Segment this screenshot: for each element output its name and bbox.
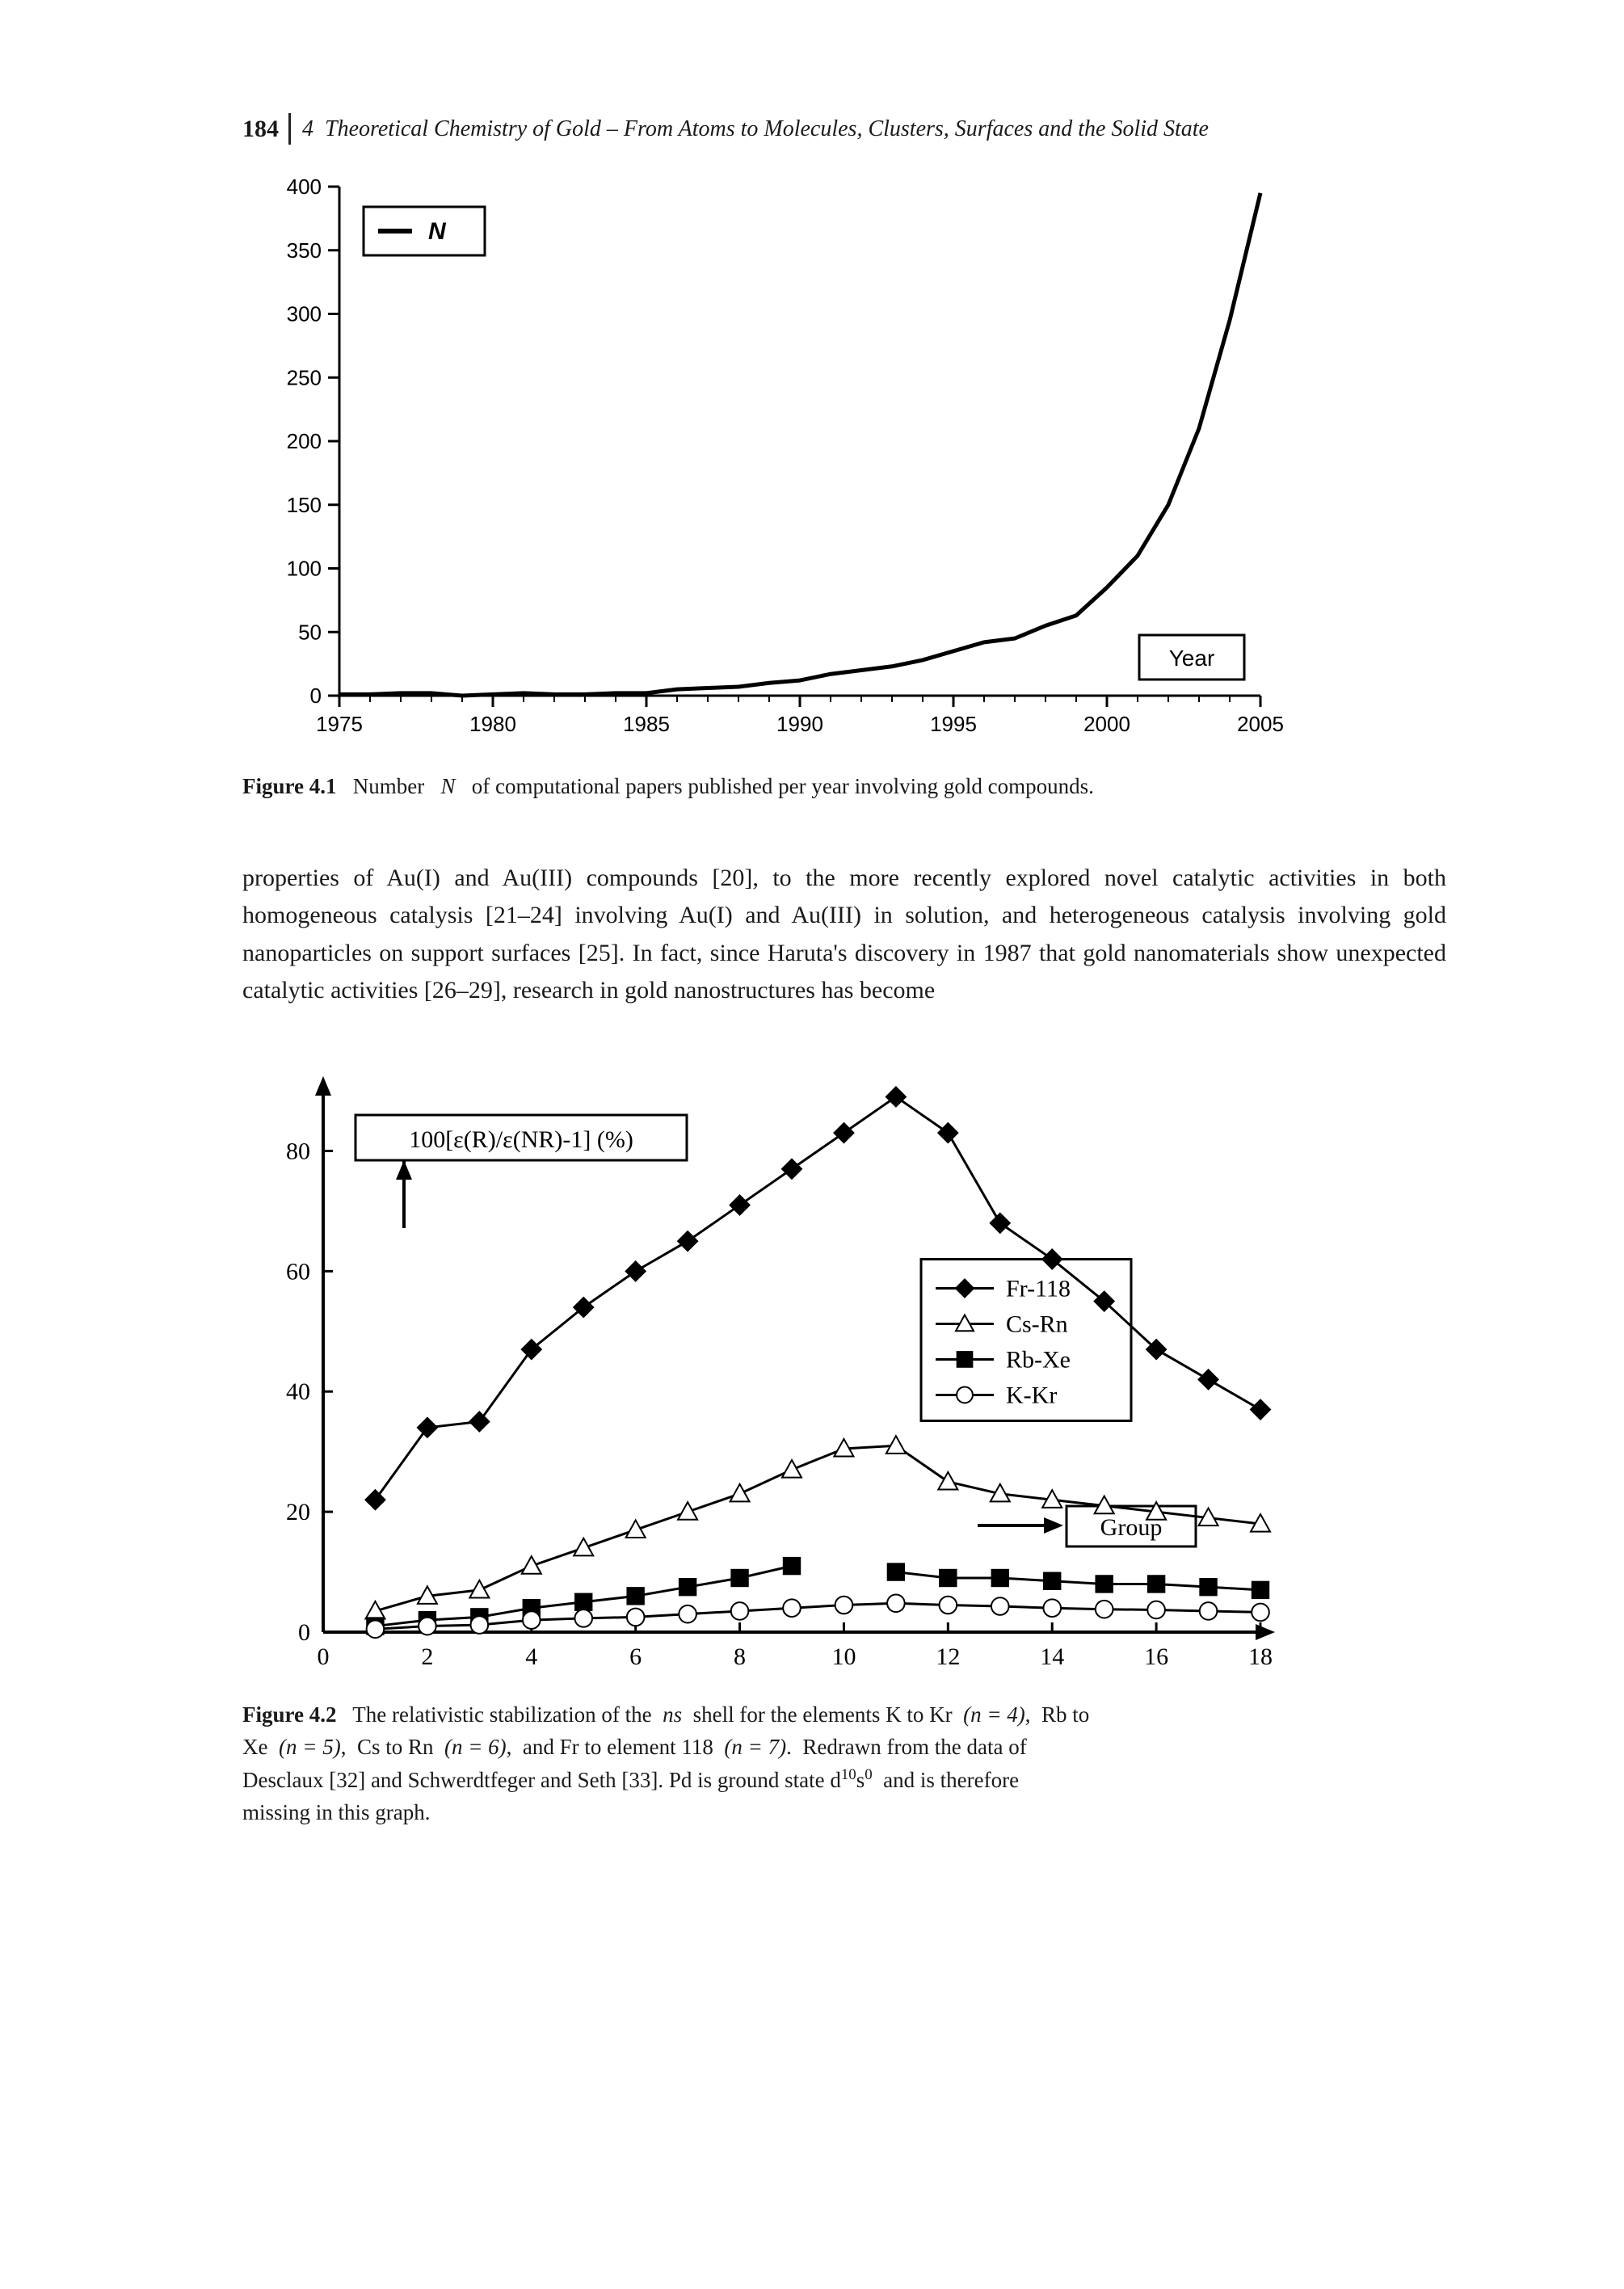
- body-paragraph: properties of Au(I) and Au(III) compound…: [242, 860, 1446, 1010]
- figure-4-2-n5: (n = 5): [279, 1735, 341, 1759]
- svg-text:Cs-Rn: Cs-Rn: [1006, 1311, 1068, 1337]
- figure-4-2-caption-ns: ns: [663, 1702, 682, 1727]
- svg-text:1985: 1985: [623, 712, 670, 736]
- figure-4-2-n7: (n = 7): [724, 1735, 786, 1759]
- svg-text:60: 60: [286, 1258, 310, 1285]
- svg-text:20: 20: [286, 1499, 310, 1525]
- figure-4-1-caption: Figure 4.1 Number N of computational pap…: [242, 770, 1446, 803]
- svg-text:4: 4: [525, 1643, 537, 1670]
- svg-text:1975: 1975: [316, 712, 363, 736]
- svg-text:1990: 1990: [776, 712, 823, 736]
- svg-text:400: 400: [287, 175, 322, 199]
- svg-text:Rb-Xe: Rb-Xe: [1006, 1346, 1071, 1373]
- svg-text:Year: Year: [1169, 646, 1215, 671]
- svg-text:1980: 1980: [469, 712, 516, 736]
- svg-text:350: 350: [287, 238, 322, 263]
- svg-text:150: 150: [287, 493, 322, 517]
- svg-text:0: 0: [310, 684, 322, 708]
- svg-text:2000: 2000: [1083, 712, 1130, 736]
- svg-text:8: 8: [734, 1643, 746, 1670]
- svg-text:200: 200: [287, 429, 322, 453]
- figure-4-1: 0 50 100 150 200 250 300 350 400 1975 1980 1985 1990…: [242, 170, 1446, 803]
- svg-text:K-Kr: K-Kr: [1006, 1382, 1057, 1408]
- svg-text:16: 16: [1144, 1643, 1168, 1670]
- svg-text:0: 0: [318, 1643, 330, 1670]
- svg-text:50: 50: [298, 620, 322, 644]
- chapter-number: 4: [302, 116, 313, 142]
- figure-4-2-caption-b: shell for the elements K to Kr: [693, 1702, 953, 1727]
- figure-4-2-caption: Figure 4.2 The relativistic stabilizatio…: [242, 1698, 1091, 1829]
- figure-4-2-n6: (n = 6): [444, 1735, 507, 1759]
- svg-text:Fr-118: Fr-118: [1006, 1275, 1071, 1302]
- svg-text:6: 6: [629, 1643, 642, 1670]
- figure-4-1-chart: 0 50 100 150 200 250 300 350 400 1975 1980 1985 1990…: [242, 170, 1293, 760]
- figure-4-2-caption-text: The relativistic stabilization of the: [352, 1702, 651, 1727]
- figure-4-1-caption-a: Number: [353, 774, 424, 798]
- svg-text:0: 0: [298, 1619, 310, 1646]
- figure-4-2-caption-d: Cs to Rn: [357, 1735, 434, 1759]
- figure-4-1-label: Figure 4.1: [242, 774, 337, 798]
- figure-4-1-caption-var: N: [440, 774, 455, 798]
- svg-text:2: 2: [421, 1643, 433, 1670]
- svg-text:14: 14: [1040, 1643, 1064, 1670]
- svg-text:250: 250: [287, 365, 322, 389]
- svg-text:10: 10: [831, 1643, 856, 1670]
- svg-text:12: 12: [936, 1643, 960, 1670]
- figure-4-1-caption-b: of computational papers published per ye…: [472, 774, 1094, 798]
- figure-4-2-caption-e: and Fr to element 118: [523, 1735, 713, 1759]
- figure-4-2-n4: (n = 4): [963, 1702, 1025, 1727]
- svg-text:N: N: [428, 218, 447, 245]
- svg-text:80: 80: [286, 1138, 310, 1164]
- figure-4-2-label: Figure 4.2: [242, 1702, 337, 1727]
- svg-text:300: 300: [287, 302, 322, 326]
- figure-4-2-chart: 0 20 40 60 80 0 2 4 6 8 10 12 14 16 18 100[ε(R)/ε(NR)-1…: [242, 1067, 1293, 1689]
- svg-text:40: 40: [286, 1378, 310, 1405]
- running-head: 184 4 Theoretical Chemistry of Gold – Fr…: [242, 113, 1446, 145]
- svg-text:100[ε(R)/ε(NR)-1] (%): 100[ε(R)/ε(NR)-1] (%): [409, 1126, 633, 1153]
- figure-4-2: 0 20 40 60 80 0 2 4 6 8 10 12 14 16 18 100[ε(R)/ε(NR)-1…: [242, 1067, 1446, 1829]
- page-number: 184: [242, 113, 291, 145]
- svg-text:18: 18: [1248, 1643, 1273, 1670]
- svg-text:1995: 1995: [930, 712, 977, 736]
- svg-text:100: 100: [287, 557, 322, 581]
- svg-text:2005: 2005: [1237, 712, 1284, 736]
- chapter-title: Theoretical Chemistry of Gold – From Ato…: [325, 116, 1209, 142]
